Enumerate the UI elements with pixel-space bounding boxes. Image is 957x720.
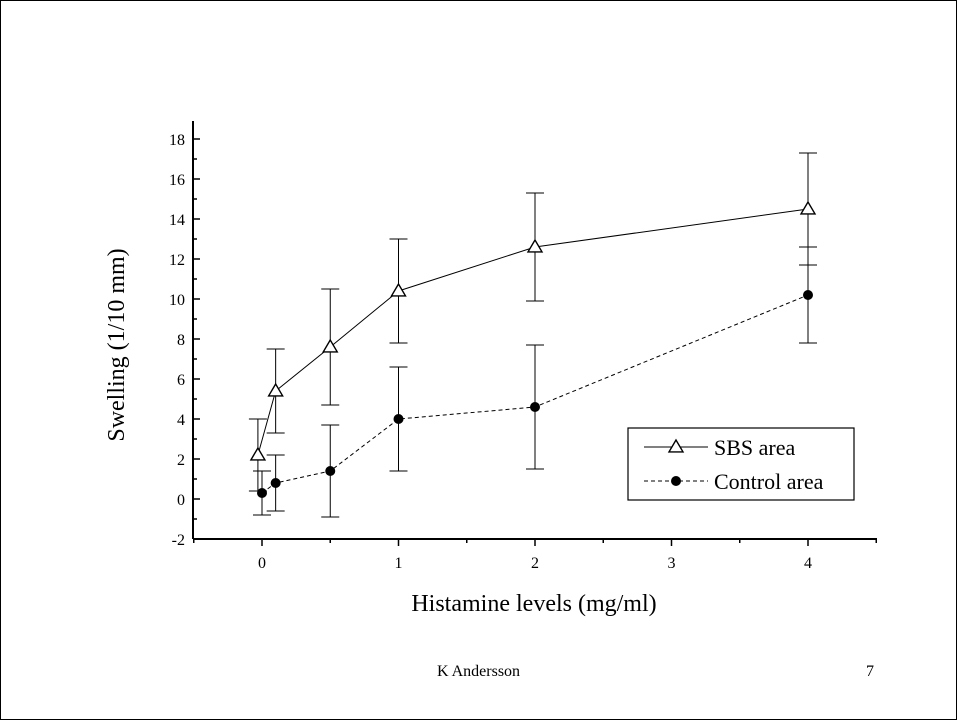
data-point-triangle — [526, 238, 544, 253]
y-tick-label: 8 — [177, 332, 185, 349]
series-sbs-area — [248, 152, 817, 492]
x-tick-label: 4 — [804, 555, 812, 572]
y-tick-label: 10 — [169, 292, 185, 309]
y-tick-label: 12 — [169, 252, 185, 269]
chart-legend: SBS area Control area — [627, 427, 855, 501]
y-tick-label: 6 — [177, 372, 185, 389]
data-point-circle — [803, 290, 813, 300]
x-tick-label: 2 — [531, 555, 539, 572]
footer-author: K Andersson — [436, 663, 521, 680]
y-axis-label: Swelling (1/10 mm) — [104, 248, 130, 441]
x-tick-label: 3 — [668, 555, 676, 572]
data-point-triangle — [667, 438, 685, 453]
data-point-circle — [325, 466, 336, 476]
series-line — [257, 208, 809, 456]
series-control-area — [253, 246, 817, 518]
data-point-circle — [393, 414, 404, 424]
x-axis-label: Histamine levels (mg/ml) — [411, 591, 656, 617]
y-tick-label: 4 — [177, 412, 185, 429]
data-point-triangle — [249, 446, 267, 461]
legend-label: SBS area — [714, 435, 796, 460]
y-tick-label: 14 — [169, 212, 185, 229]
data-point-triangle — [799, 200, 817, 215]
y-tick-label: -2 — [172, 532, 185, 549]
data-point-triangle — [267, 382, 284, 397]
y-tick-label: 2 — [177, 452, 185, 469]
y-tick-label: 0 — [177, 492, 185, 509]
data-point-triangle — [322, 338, 339, 353]
page-number: 7 — [866, 663, 874, 680]
data-point-circle — [257, 488, 267, 498]
y-tick-label: 16 — [169, 172, 185, 189]
y-tick-label: 18 — [169, 132, 185, 149]
data-point-triangle — [390, 282, 407, 297]
data-point-circle — [270, 478, 281, 488]
data-point-circle — [671, 476, 681, 486]
data-point-circle — [530, 402, 540, 412]
legend-label: Control area — [714, 469, 824, 494]
chart-series — [248, 152, 817, 518]
legend-box — [627, 427, 855, 501]
x-tick-label: 0 — [258, 555, 266, 572]
x-tick-label: 1 — [395, 555, 403, 572]
